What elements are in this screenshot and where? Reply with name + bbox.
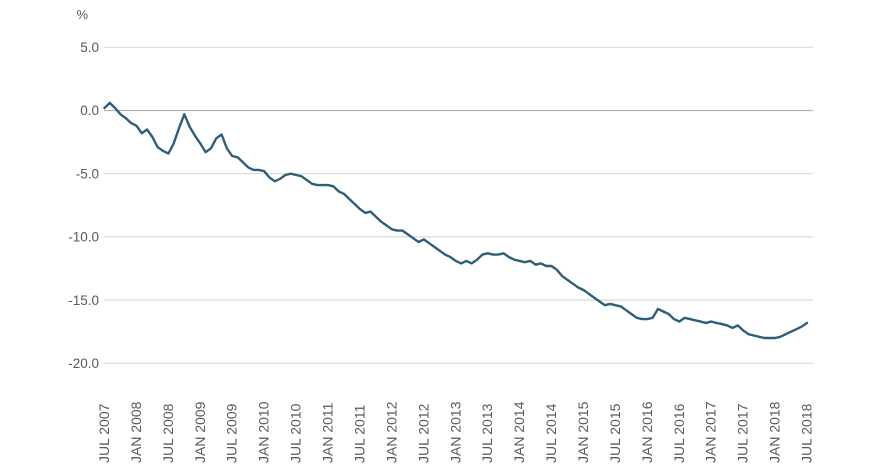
x-tick-label: JUL 2008	[160, 403, 176, 463]
x-tick-label: JAN 2018	[767, 401, 783, 463]
x-tick-label: JUL 2013	[479, 403, 495, 463]
x-tick-label: JUL 2018	[799, 403, 815, 463]
x-tick-label: JUL 2014	[543, 403, 559, 463]
y-axis-unit-label: %	[76, 7, 88, 22]
x-tick-label: JUL 2009	[224, 403, 240, 463]
x-tick-label: JAN 2016	[639, 401, 655, 463]
x-tick-label: JAN 2017	[703, 401, 719, 463]
x-tick-label: JUL 2015	[607, 403, 623, 463]
x-tick-label: JAN 2010	[256, 401, 272, 463]
y-tick-label: 0.0	[80, 103, 99, 118]
x-tick-label: JUL 2011	[351, 404, 367, 463]
y-tick-label: -5.0	[76, 166, 99, 181]
x-tick-label: JUL 2012	[415, 403, 431, 463]
y-tick-label: -15.0	[68, 293, 99, 308]
y-tick-label: -10.0	[68, 230, 99, 245]
y-tick-label: 5.0	[80, 40, 99, 55]
x-tick-label: JAN 2015	[575, 401, 591, 463]
x-tick-label: JAN 2011	[320, 402, 336, 463]
x-tick-label: JAN 2013	[447, 401, 463, 463]
x-tick-label: JUL 2007	[96, 403, 112, 463]
x-tick-label: JUL 2010	[288, 403, 304, 463]
x-tick-label: JUL 2016	[671, 403, 687, 463]
y-tick-label: -20.0	[68, 356, 99, 371]
x-tick-label: JAN 2008	[128, 401, 144, 463]
x-tick-label: JAN 2012	[383, 401, 399, 463]
x-tick-label: JAN 2014	[511, 401, 527, 463]
x-tick-label: JUL 2017	[735, 403, 751, 463]
data-line	[103, 101, 809, 340]
x-tick-label: JAN 2009	[192, 401, 208, 463]
